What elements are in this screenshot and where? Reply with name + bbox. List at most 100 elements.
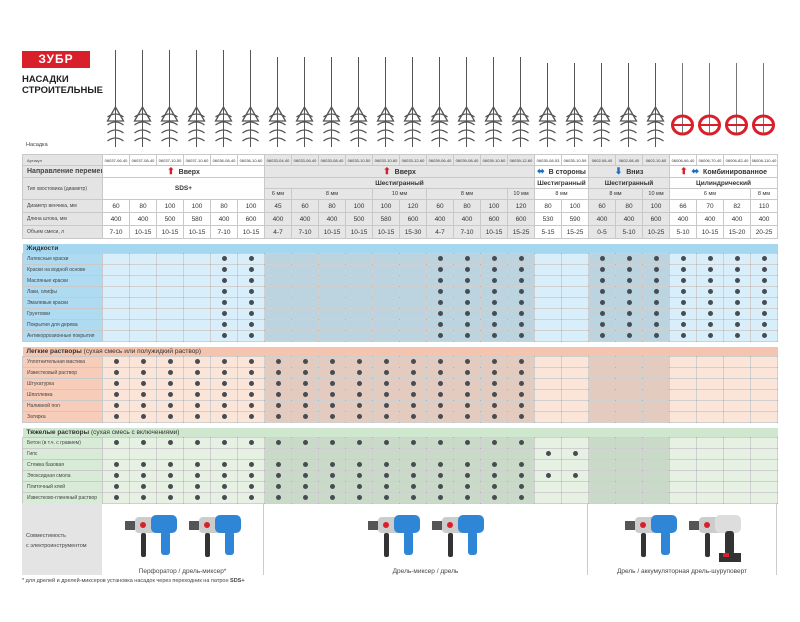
- volume-cell: 10-15: [129, 225, 157, 239]
- compat-cell: [210, 378, 238, 390]
- compat-cell: [129, 319, 157, 331]
- compatible-dot: [248, 440, 254, 446]
- volume-cell: 10-15: [696, 225, 724, 239]
- compatible-dot: [734, 289, 740, 295]
- compatible-dot: [410, 370, 416, 376]
- diameter-cell: 120: [399, 199, 427, 213]
- table-row: [22, 341, 778, 347]
- compat-cell: [669, 319, 697, 331]
- compat-cell: [318, 411, 346, 423]
- compat-cell: [426, 356, 454, 368]
- row-label: Антикоррозионные покрытия: [22, 330, 103, 342]
- compat-cell: [669, 253, 697, 265]
- compat-cell: [102, 319, 130, 331]
- table-row: Известково-глиняный раствор: [22, 492, 778, 504]
- article-cell: 06037-06-40: [102, 154, 130, 166]
- volume-cell: 0-5: [588, 225, 616, 239]
- compatible-dot: [707, 311, 713, 317]
- compatible-dot: [626, 322, 632, 328]
- table-row: 6 мм 8 мм 10 мм 8 мм 10 мм 8 мм 8 мм 10 мм 6 мм 8…: [23, 188, 778, 200]
- row-label: Гипс: [22, 448, 103, 460]
- diameter-cell: 120: [507, 199, 535, 213]
- compatible-dot: [113, 370, 119, 376]
- compatible-dot: [329, 370, 335, 376]
- direction-cell: ⬆ Вверх: [102, 165, 265, 178]
- compatible-dot: [464, 300, 470, 306]
- compat-cell: [750, 275, 778, 287]
- row-label: Эпоксидная смола: [22, 470, 103, 482]
- compatible-dot: [491, 256, 497, 262]
- compatible-dot: [113, 473, 119, 479]
- compat-cell: [399, 448, 427, 460]
- compat-cell: [183, 356, 211, 368]
- compat-cell: [129, 389, 157, 401]
- compat-cell: [615, 378, 643, 390]
- compat-cell: [480, 367, 508, 379]
- compat-cell: [642, 400, 670, 412]
- compat-cell: [561, 411, 589, 423]
- compat-cell: [102, 308, 130, 320]
- compat-cell: [669, 367, 697, 379]
- mixer-image: [725, 63, 748, 136]
- compatible-dot: [437, 414, 443, 420]
- compatible-dot: [221, 440, 227, 446]
- compat-cell: [129, 308, 157, 320]
- shank-size-cell: 8 мм: [291, 188, 373, 200]
- length-cell: 400: [750, 212, 778, 226]
- compat-cell: [480, 481, 508, 493]
- compatible-dot: [707, 333, 713, 339]
- compat-cell: [156, 470, 184, 482]
- compat-cell: [723, 356, 751, 368]
- compat-cell: [399, 459, 427, 471]
- compatible-dot: [599, 300, 605, 306]
- compat-cell: [534, 297, 562, 309]
- compat-cell: [345, 253, 373, 265]
- compatible-dot: [491, 289, 497, 295]
- compat-cell: [561, 448, 589, 460]
- compat-cell: [210, 492, 238, 504]
- article-cell: 06039-06-40: [426, 154, 454, 166]
- compatible-dot: [329, 473, 335, 479]
- compat-cell: [615, 459, 643, 471]
- compat-cell: [642, 492, 670, 504]
- compat-cell: [588, 470, 616, 482]
- compat-cell: [156, 308, 184, 320]
- compat-cell: [507, 400, 535, 412]
- rotary-hammer-icon: [125, 515, 177, 557]
- compat-cell: [588, 437, 616, 449]
- compat-cell: [696, 367, 724, 379]
- compat-cell: [507, 437, 535, 449]
- length-cell: 600: [399, 212, 427, 226]
- compatible-dot: [383, 381, 389, 387]
- compat-cell: [696, 275, 724, 287]
- shank-cell: Цилиндрический: [669, 177, 778, 189]
- row-label: Тип хвостовика (диаметр): [22, 177, 103, 200]
- compat-cell: [723, 275, 751, 287]
- compatible-dot: [140, 392, 146, 398]
- compat-cell: [372, 308, 400, 320]
- cordless-drill-icon: [688, 515, 741, 562]
- compat-cell: [345, 297, 373, 309]
- table-row: Стяжка базовая: [22, 459, 778, 471]
- compat-cell: [723, 459, 751, 471]
- compat-cell: [453, 330, 481, 342]
- compat-cell: [372, 253, 400, 265]
- compatible-dot: [140, 403, 146, 409]
- compat-cell: [453, 400, 481, 412]
- compatible-dot: [248, 322, 254, 328]
- volume-cell: 10-15: [372, 225, 400, 239]
- compatible-dot: [302, 359, 308, 365]
- compatible-dot: [545, 473, 551, 479]
- compatible-dot: [518, 392, 524, 398]
- compatible-dot: [464, 278, 470, 284]
- compatible-dot: [383, 484, 389, 490]
- compatible-dot: [383, 403, 389, 409]
- volume-cell: 10-15: [237, 225, 265, 239]
- compat-cell: [210, 459, 238, 471]
- diameter-cell: 80: [453, 199, 481, 213]
- compat-cell: [156, 492, 184, 504]
- diameter-cell: 80: [129, 199, 157, 213]
- compatible-dot: [437, 267, 443, 273]
- row-label: Лаки, олифы: [22, 286, 103, 298]
- compat-cell: [426, 330, 454, 342]
